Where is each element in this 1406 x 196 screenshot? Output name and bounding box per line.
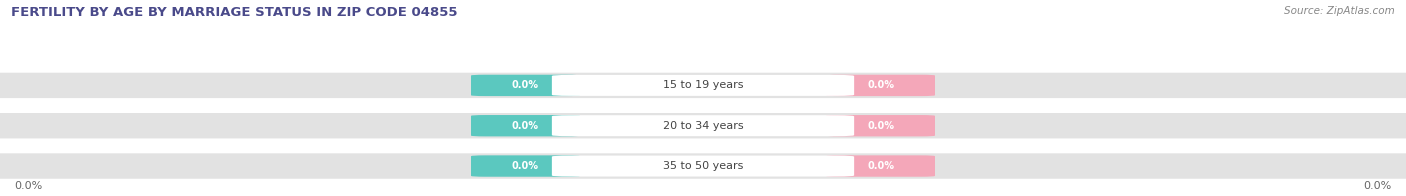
FancyBboxPatch shape xyxy=(551,156,855,177)
Text: 0.0%: 0.0% xyxy=(868,161,894,171)
FancyBboxPatch shape xyxy=(0,73,1406,98)
FancyBboxPatch shape xyxy=(827,75,935,96)
FancyBboxPatch shape xyxy=(827,155,935,177)
FancyBboxPatch shape xyxy=(471,115,581,136)
Text: Source: ZipAtlas.com: Source: ZipAtlas.com xyxy=(1284,6,1395,16)
Text: 0.0%: 0.0% xyxy=(1364,181,1392,191)
Text: 0.0%: 0.0% xyxy=(512,161,538,171)
FancyBboxPatch shape xyxy=(827,115,935,136)
FancyBboxPatch shape xyxy=(551,75,855,96)
Text: FERTILITY BY AGE BY MARRIAGE STATUS IN ZIP CODE 04855: FERTILITY BY AGE BY MARRIAGE STATUS IN Z… xyxy=(11,6,458,19)
Text: 0.0%: 0.0% xyxy=(512,80,538,90)
Text: 20 to 34 years: 20 to 34 years xyxy=(662,121,744,131)
Text: 0.0%: 0.0% xyxy=(512,121,538,131)
FancyBboxPatch shape xyxy=(471,75,581,96)
Text: 0.0%: 0.0% xyxy=(868,80,894,90)
Text: 0.0%: 0.0% xyxy=(14,181,42,191)
Text: 15 to 19 years: 15 to 19 years xyxy=(662,80,744,90)
FancyBboxPatch shape xyxy=(0,113,1406,138)
FancyBboxPatch shape xyxy=(551,115,855,136)
Text: 0.0%: 0.0% xyxy=(868,121,894,131)
Text: 35 to 50 years: 35 to 50 years xyxy=(662,161,744,171)
FancyBboxPatch shape xyxy=(471,155,581,177)
FancyBboxPatch shape xyxy=(0,153,1406,179)
